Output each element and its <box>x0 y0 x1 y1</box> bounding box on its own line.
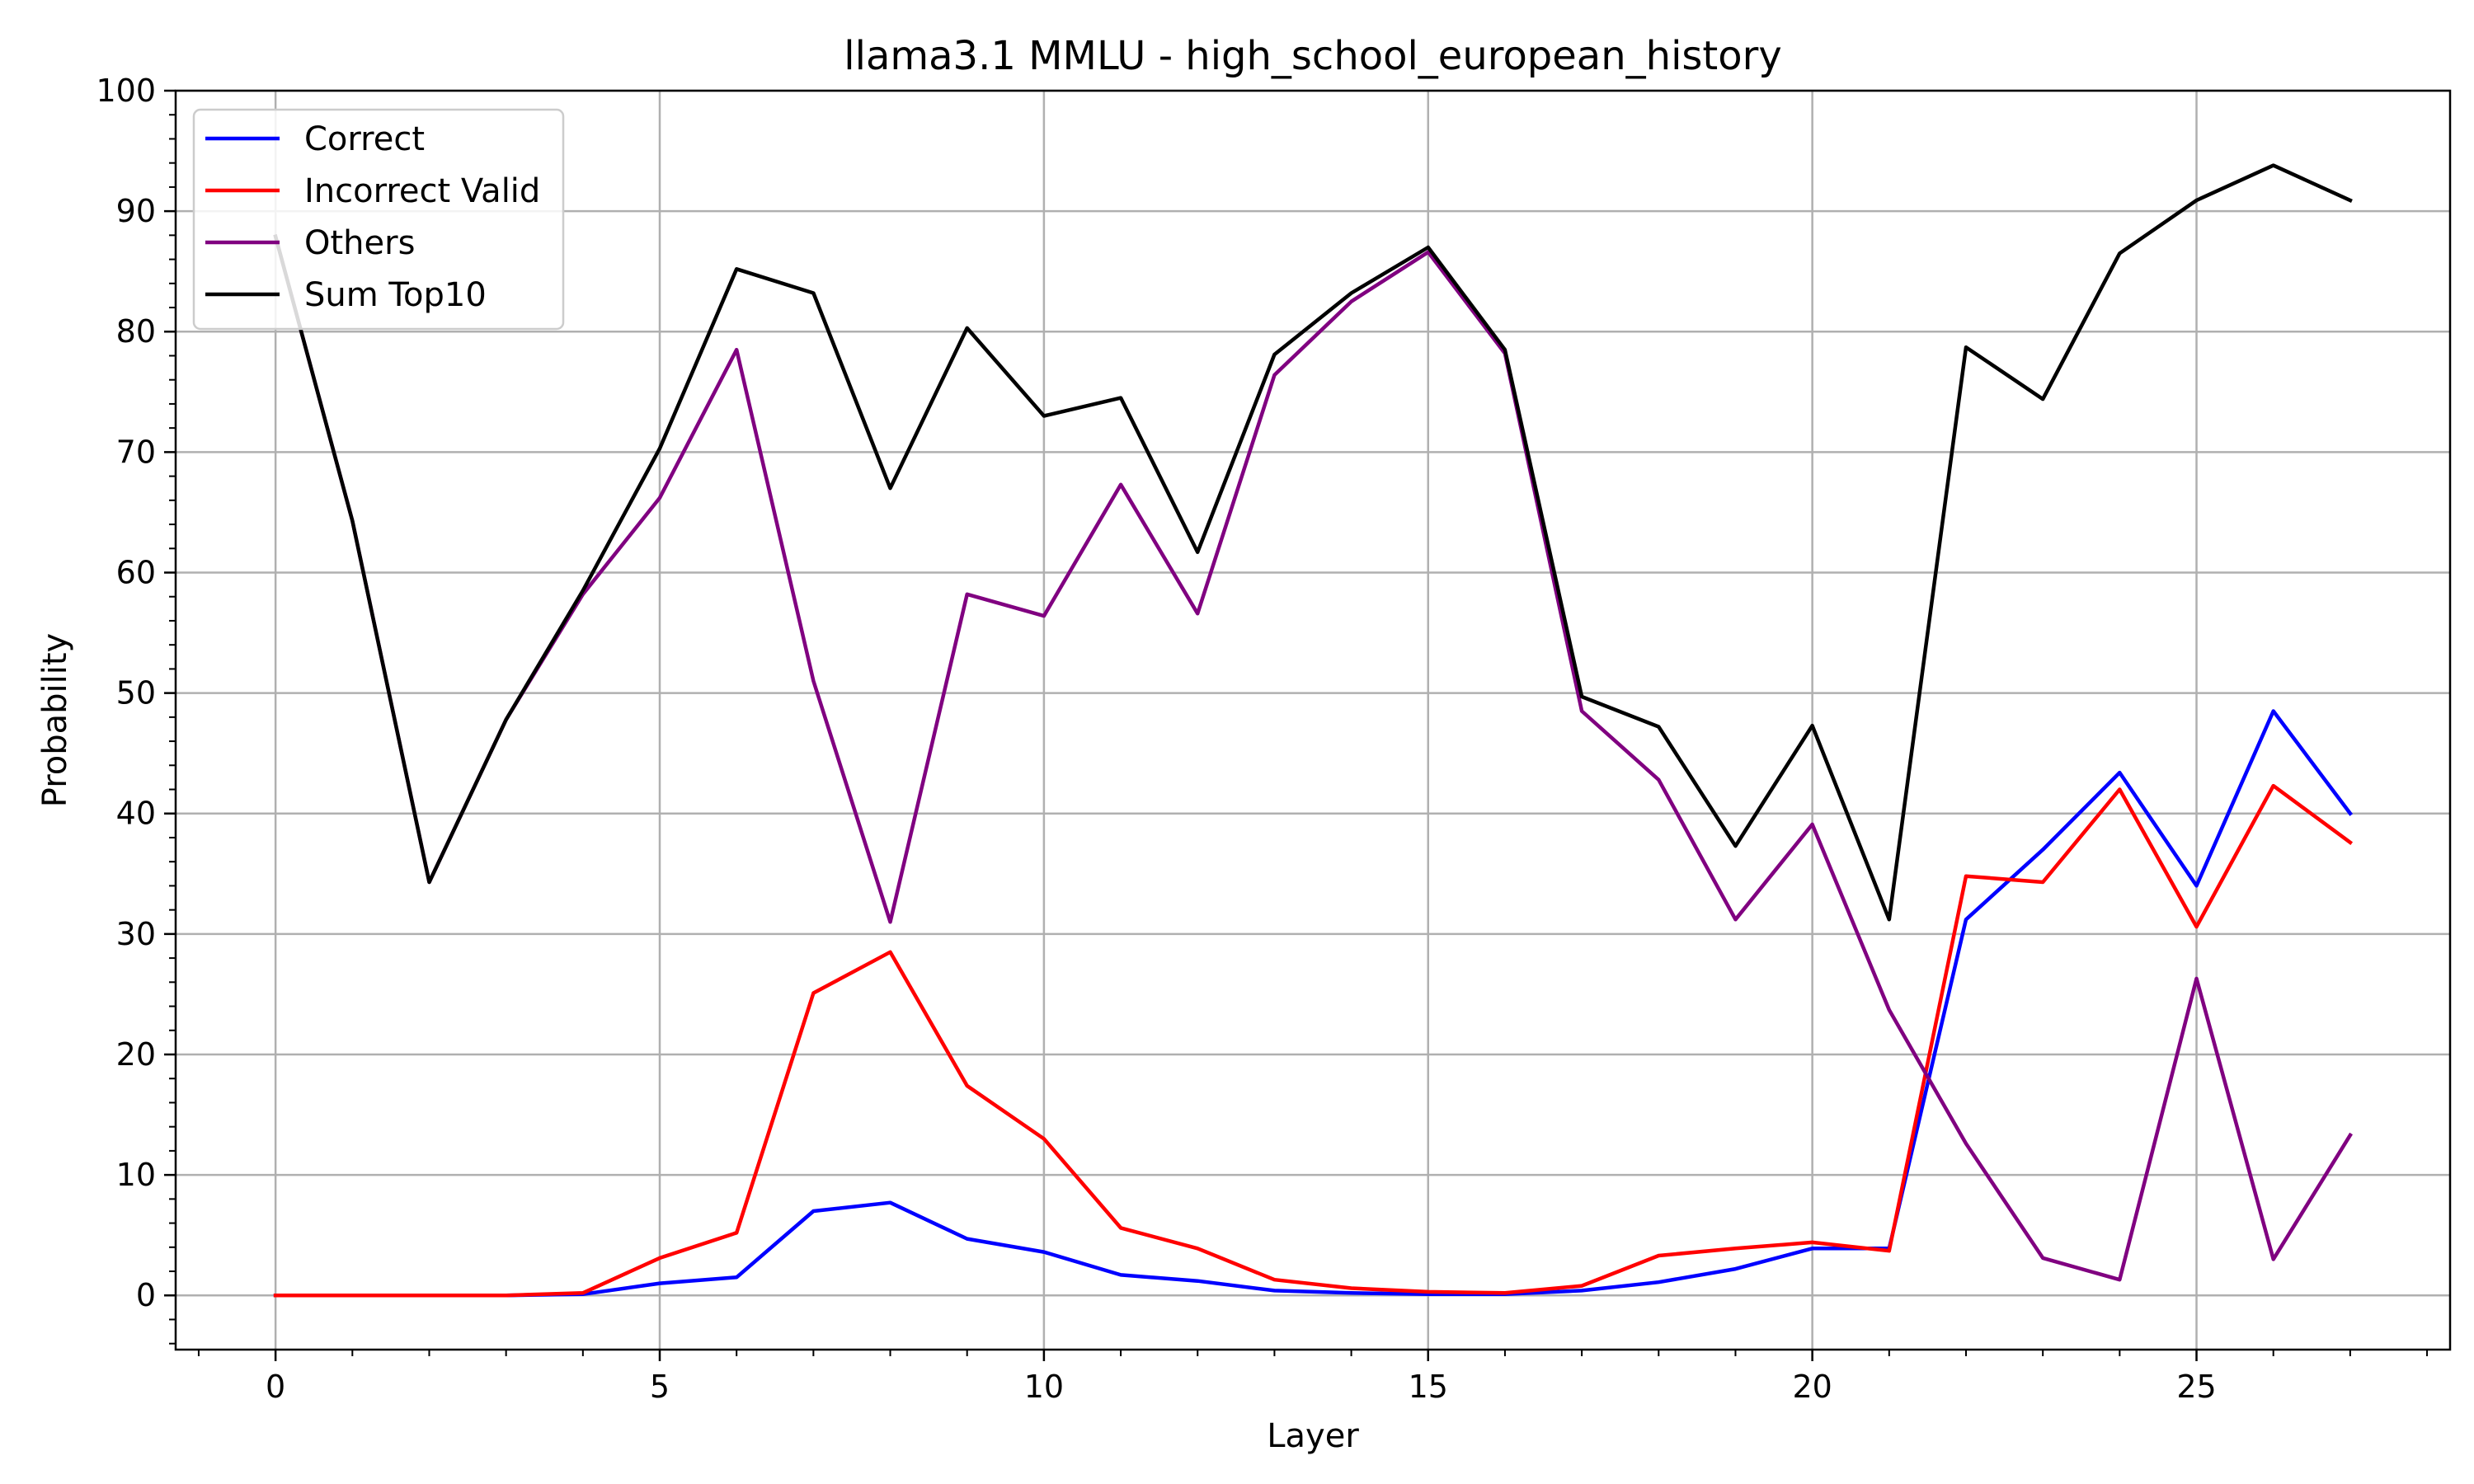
y-tick-label: 20 <box>116 1036 156 1073</box>
x-tick-label: 0 <box>266 1369 285 1405</box>
legend-label: Others <box>304 224 415 262</box>
grid <box>176 89 2450 1350</box>
series-line-correct <box>273 709 2354 1298</box>
series-line-sum-top10 <box>273 163 2353 922</box>
series-line-others <box>273 234 2353 1282</box>
x-tick-label: 20 <box>1792 1369 1832 1405</box>
y-tick-label: 60 <box>116 554 156 590</box>
y-tick-label: 80 <box>116 313 156 350</box>
x-tick-label: 10 <box>1024 1369 1064 1405</box>
legend: Correct Incorrect Valid Others Sum Top10 <box>192 108 565 331</box>
x-tick-label: 25 <box>2176 1369 2216 1405</box>
y-tick-label: 70 <box>116 434 156 470</box>
series-line-incorrect-valid <box>273 783 2354 1298</box>
y-tick-label: 50 <box>116 675 156 711</box>
y-axis-label: Probability <box>36 633 74 807</box>
y-tick-label: 30 <box>116 916 156 952</box>
y-tick-label: 100 <box>96 73 156 109</box>
x-tick-label: 15 <box>1409 1369 1448 1405</box>
legend-box <box>192 108 565 331</box>
legend-label: Correct <box>304 120 425 158</box>
y-tick-label: 0 <box>136 1277 156 1313</box>
plot-frame <box>174 89 2452 1351</box>
x-axis-label: Layer <box>1267 1417 1359 1455</box>
chart-title: llama3.1 MMLU - high_school_european_his… <box>844 33 1781 79</box>
legend-label: Sum Top10 <box>304 276 487 314</box>
y-tick-label: 90 <box>116 193 156 229</box>
x-tick-label: 5 <box>650 1369 670 1405</box>
axis-ticks: 0 5 10 15 20 25 0 10 20 30 40 50 60 70 80 90 100 <box>96 73 2429 1405</box>
legend-label: Incorrect Valid <box>304 172 540 210</box>
y-tick-label: 40 <box>116 796 156 832</box>
y-tick-label: 10 <box>116 1157 156 1193</box>
series-lines <box>273 163 2354 1298</box>
